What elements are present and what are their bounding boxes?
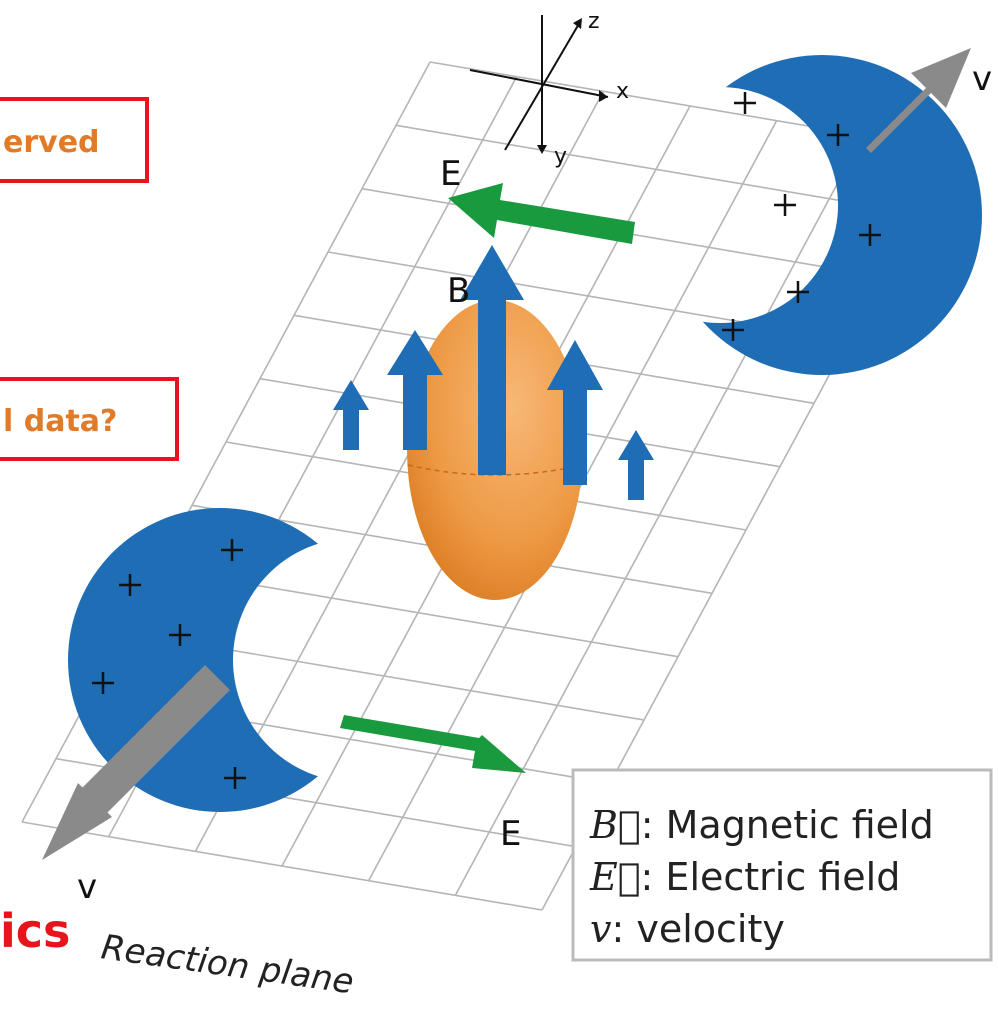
legend-entry: v: velocity <box>590 907 785 951</box>
axis-z: z <box>588 9 600 34</box>
plane-label: Reaction plane <box>99 927 356 1002</box>
legend-symbol: v <box>590 907 612 951</box>
e-arrow-bottom <box>340 715 526 773</box>
legend-entry: E⃗: Electric field <box>589 855 900 899</box>
e-arrow-top <box>448 183 635 244</box>
axis-y: y <box>554 144 567 169</box>
callout-text: l data? <box>3 404 117 439</box>
callout-text: erved <box>3 125 100 160</box>
axis-x: x <box>616 79 629 104</box>
legend-entry: B⃗: Magnetic field <box>589 803 934 847</box>
diagram: z x y v v E E B erved l data? ics Reacti… <box>0 0 998 1025</box>
grid-line <box>22 822 542 910</box>
nucleus-top <box>662 55 982 375</box>
legend-symbol: E⃗ <box>589 855 641 899</box>
v-label: v <box>972 59 992 99</box>
v-label: v <box>77 867 97 907</box>
heading: ics <box>0 904 70 958</box>
axes <box>470 15 608 150</box>
e-label: E <box>500 814 521 854</box>
legend-text: : Electric field <box>641 855 901 899</box>
e-label: E <box>440 154 461 194</box>
legend-symbol: B⃗ <box>589 803 641 847</box>
b-label: B <box>447 271 470 311</box>
legend-text: : velocity <box>611 907 784 951</box>
legend-text: : Magnetic field <box>641 803 934 847</box>
b-field-arrows <box>333 245 654 500</box>
